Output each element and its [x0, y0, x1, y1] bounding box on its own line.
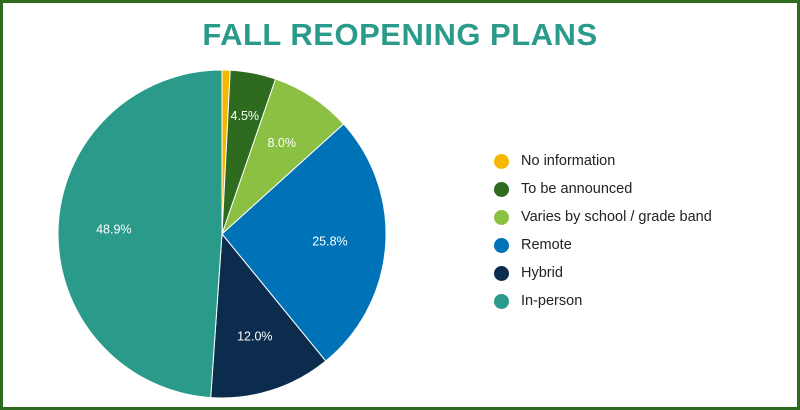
slice-data-label: 8.0%	[267, 136, 296, 150]
slice-data-label: 4.5%	[231, 109, 260, 123]
legend-swatch	[494, 293, 509, 309]
legend-swatch	[494, 237, 509, 253]
legend-swatch	[494, 209, 509, 225]
legend-label: To be announced	[521, 181, 633, 197]
legend-swatch	[494, 153, 509, 169]
chart-legend: No information To be announced Varies by s…	[494, 147, 712, 315]
slice-data-label: 48.9%	[96, 223, 131, 237]
legend-item: Varies by school / grade band	[494, 203, 712, 231]
pie-slice-in-person	[57, 69, 223, 399]
legend-item: In-person	[494, 287, 712, 315]
slice-data-label: 12.0%	[237, 329, 272, 343]
legend-swatch	[494, 265, 509, 281]
legend-item: Remote	[494, 231, 712, 259]
legend-item: Hybrid	[494, 259, 712, 287]
legend-item: To be announced	[494, 175, 712, 203]
legend-label: Varies by school / grade band	[521, 209, 712, 225]
pie-slice-hybrid	[210, 232, 327, 399]
legend-label: Remote	[521, 237, 572, 253]
slice-data-label: 25.8%	[312, 234, 347, 248]
pie-chart: 4.5% 8.0% 25.8% 12.0% 48.9%	[57, 69, 387, 399]
legend-label: No information	[521, 153, 616, 169]
legend-label: Hybrid	[521, 265, 563, 281]
pie-slice-remote	[221, 123, 387, 362]
legend-label: In-person	[521, 293, 583, 309]
legend-swatch	[494, 181, 509, 197]
chart-title: FALL REOPENING PLANS	[202, 17, 598, 52]
legend-item: No information	[494, 147, 712, 175]
